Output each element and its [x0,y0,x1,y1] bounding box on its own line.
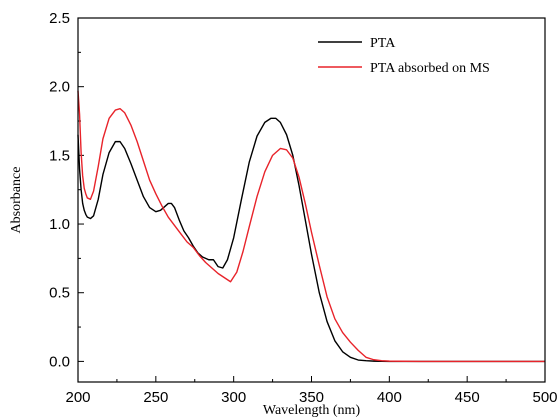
tick-labels: 200 250 300 350 400 450 500 0.0 0.5 1.0 1.5 2.0 2.5 [49,10,557,406]
x-tick-label: 500 [532,389,557,406]
legend-label-1: PTA [370,36,396,51]
y-tick-label: 0.5 [49,285,70,302]
legend: PTA PTA absorbed on MS [318,36,490,76]
series-lines [77,90,545,363]
x-tick-label: 200 [65,389,90,406]
x-tick-label: 450 [455,389,480,406]
plot-frame [77,17,546,383]
series-line-1 [77,117,545,363]
y-axis-title: Absorbance [9,167,24,234]
legend-label-2: PTA absorbed on MS [370,61,490,76]
y-tick-label: 1.5 [49,147,70,164]
y-tick-label: 1.0 [49,216,70,233]
x-tick-label: 250 [143,389,168,406]
x-tick-label: 400 [377,389,402,406]
y-tick-label: 2.5 [49,10,70,27]
x-tick-label: 300 [221,389,246,406]
x-tick-label: 350 [299,389,324,406]
x-axis-title: Wavelength (nm) [263,403,361,418]
y-tick-label: 2.0 [49,79,70,96]
y-tick-label: 0.0 [49,353,70,370]
series-line-2 [77,90,545,363]
